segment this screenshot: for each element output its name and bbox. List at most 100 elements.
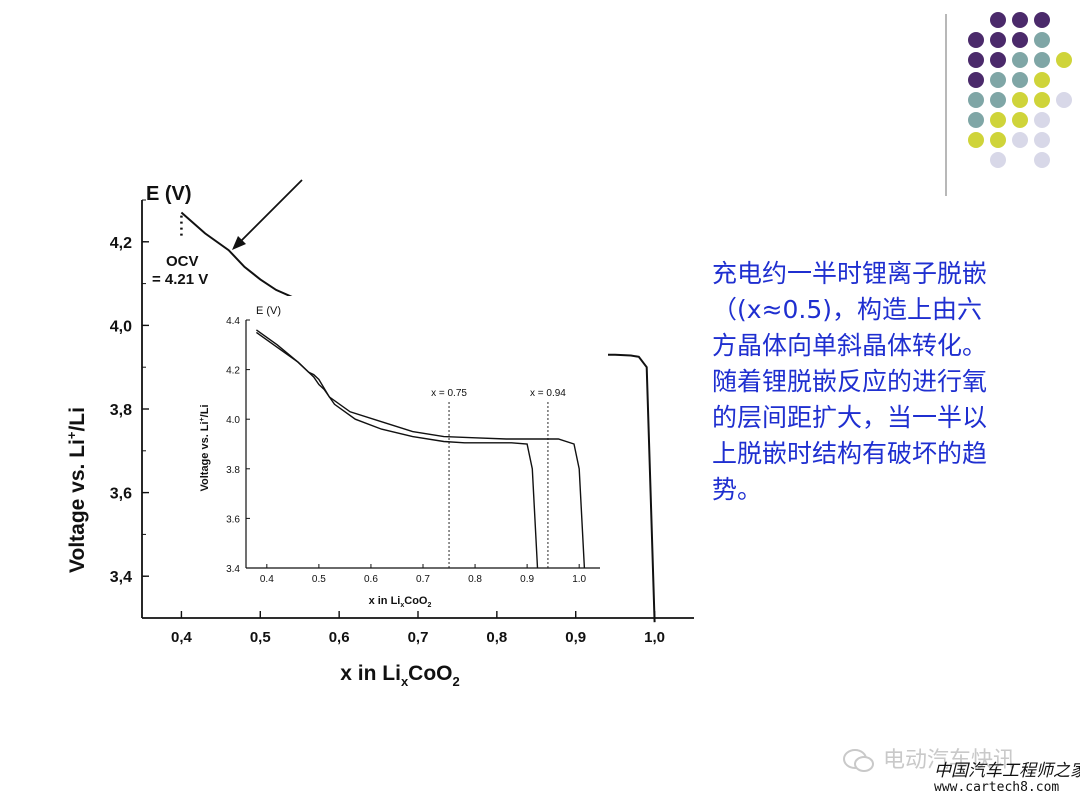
decor-dot	[1034, 72, 1050, 88]
decor-dot	[1034, 52, 1050, 68]
main-x-label-part1: x in Li	[340, 662, 401, 685]
inset-y-tick-label: 4.2	[226, 366, 240, 377]
main-x-axis-label: x in LixCoO2	[340, 662, 459, 689]
decor-dot	[1012, 52, 1028, 68]
voltage-chart: 0,4 0,5 0,6 0,7 0,8 0,9 1,0 3,4 3,6 3,8 4,0 4,2 E (…	[64, 179, 694, 689]
inset-x-label-part3: CoO	[404, 595, 428, 607]
main-y-tick-label: 3,6	[110, 486, 132, 503]
inset-x-tick-label: 0.8	[468, 574, 482, 585]
annotation-arrow-head	[232, 236, 246, 250]
inset-y-tick-label: 3.4	[226, 564, 240, 575]
description-line: 方晶体向单斜晶体转化。	[712, 331, 988, 360]
watermark: 电动汽车快讯 中国汽车工程师之家 www.cartech8.com	[842, 742, 1080, 802]
inset-y-label-part3: /Li	[199, 404, 211, 417]
inset-y-tick-label: 3.6	[226, 514, 240, 525]
decor-dot	[1034, 92, 1050, 108]
inset-x-label-sub2: 2	[428, 602, 432, 609]
decor-dot	[1034, 152, 1050, 168]
main-x-label-part3: CoO	[408, 662, 452, 685]
decor-dot	[990, 92, 1006, 108]
main-x-tick-label: 0,6	[329, 629, 350, 646]
annotation-arrow-shaft	[235, 179, 303, 247]
main-x-tick-label: 1,0	[644, 629, 665, 646]
main-x-tick-label: 0,8	[486, 629, 507, 646]
ocv-label: OCV	[166, 253, 199, 270]
main-x-label-sub2: 2	[453, 674, 460, 689]
inset-chart-title: E (V)	[256, 305, 281, 317]
inset-x-tick-label: 0.6	[364, 574, 378, 585]
main-x-tick-label: 0,7	[408, 629, 429, 646]
inset-marker-label-1: x = 0.75	[431, 388, 467, 399]
decor-dot	[990, 72, 1006, 88]
inset-x-tick-label: 1.0	[572, 574, 586, 585]
ocv-value-label: = 4.21 V	[152, 271, 208, 288]
inset-series-line-2	[255, 329, 586, 569]
inset-series-line-1	[255, 331, 539, 569]
inset-chart: 0.4 0.5 0.6 0.7 0.8 0.9 1.03.43.63.84.04.24.4 …	[190, 296, 608, 609]
main-chart-title: E (V)	[146, 183, 192, 205]
decor-dot	[1034, 32, 1050, 48]
decor-dot	[1012, 12, 1028, 28]
wechat-icon	[843, 749, 874, 772]
decor-dot	[1034, 112, 1050, 128]
inset-y-tick-label: 3.8	[226, 465, 240, 476]
inset-y-tick-label: 4.0	[226, 415, 240, 426]
description-text: 充电约一半时锂离子脱嵌 （(x≈0.5)，构造上由六 方晶体向单斜晶体转化。 随…	[712, 256, 1052, 508]
main-x-label-sub1: x	[401, 674, 409, 689]
inset-x-tick-label: 0.5	[312, 574, 326, 585]
decor-dot	[968, 32, 984, 48]
main-chart-ticks: 0,4 0,5 0,6 0,7 0,8 0,9 1,0 3,4 3,6 3,8 4,0 4,2	[110, 199, 665, 646]
inset-chart-ticks: 0.4 0.5 0.6 0.7 0.8 0.9 1.0 3.4 3.6 3.8 4.0 4.2 4.4	[226, 316, 586, 585]
inset-marker-label-2: x = 0.94	[530, 388, 566, 399]
decor-dot	[1034, 12, 1050, 28]
decor-dot	[990, 52, 1006, 68]
decor-dot	[990, 112, 1006, 128]
decor-dot	[990, 152, 1006, 168]
main-y-label-sup: +	[64, 431, 79, 439]
inset-y-label-part1: Voltage vs. Li	[199, 421, 211, 491]
decor-dot	[1012, 112, 1028, 128]
main-y-tick-label: 3,4	[110, 569, 132, 586]
description-line: 上脱嵌时结构有破坏的趋	[712, 439, 988, 468]
decor-dot	[968, 92, 984, 108]
decor-dot	[990, 12, 1006, 28]
description-line: 充电约一半时锂离子脱嵌	[712, 259, 988, 288]
decor-dot	[1012, 132, 1028, 148]
decorative-dot-grid	[945, 12, 1072, 196]
decor-dot	[968, 112, 984, 128]
watermark-url: www.cartech8.com	[934, 780, 1060, 795]
main-x-tick-label: 0,4	[171, 629, 193, 646]
decor-dot	[1012, 92, 1028, 108]
main-y-tick-label: 4,0	[110, 318, 132, 335]
inset-y-tick-label: 4.4	[226, 316, 240, 327]
decor-dot	[1012, 72, 1028, 88]
decor-dot	[1034, 132, 1050, 148]
decor-dot	[1056, 52, 1072, 68]
inset-y-axis-label: Voltage vs. Li+/Li	[199, 404, 211, 491]
watermark-app-name: 电动汽车快讯	[842, 742, 1015, 775]
main-x-tick-label: 0,5	[250, 629, 271, 646]
inset-y-label-sup: +	[199, 417, 206, 421]
description-line: 势。	[712, 475, 763, 504]
description-line: 的层间距扩大，当一半以	[712, 403, 988, 432]
inset-background	[190, 296, 608, 578]
inset-x-tick-label: 0.7	[416, 574, 430, 585]
main-x-tick-label: 0,9	[565, 629, 586, 646]
main-y-tick-label: 3,8	[110, 402, 132, 419]
watermark-app-label: 电动汽车快讯	[883, 748, 1016, 773]
description-line: （(x≈0.5)，构造上由六	[712, 295, 983, 324]
decor-dot	[1012, 32, 1028, 48]
main-y-tick-label: 4,2	[110, 235, 132, 252]
inset-x-tick-label: 0.4	[260, 574, 274, 585]
main-y-label-part3: /Li	[66, 407, 89, 432]
decor-dot	[990, 32, 1006, 48]
decor-dot	[1056, 92, 1072, 108]
decor-dot	[990, 132, 1006, 148]
watermark-site-name: 中国汽车工程师之家	[934, 761, 1080, 781]
decor-dot	[968, 72, 984, 88]
decor-dot	[968, 132, 984, 148]
main-y-axis-label: Voltage vs. Li+/Li	[64, 407, 89, 573]
inset-x-label-sub1: x	[400, 602, 404, 609]
inset-x-tick-label: 0.9	[520, 574, 534, 585]
